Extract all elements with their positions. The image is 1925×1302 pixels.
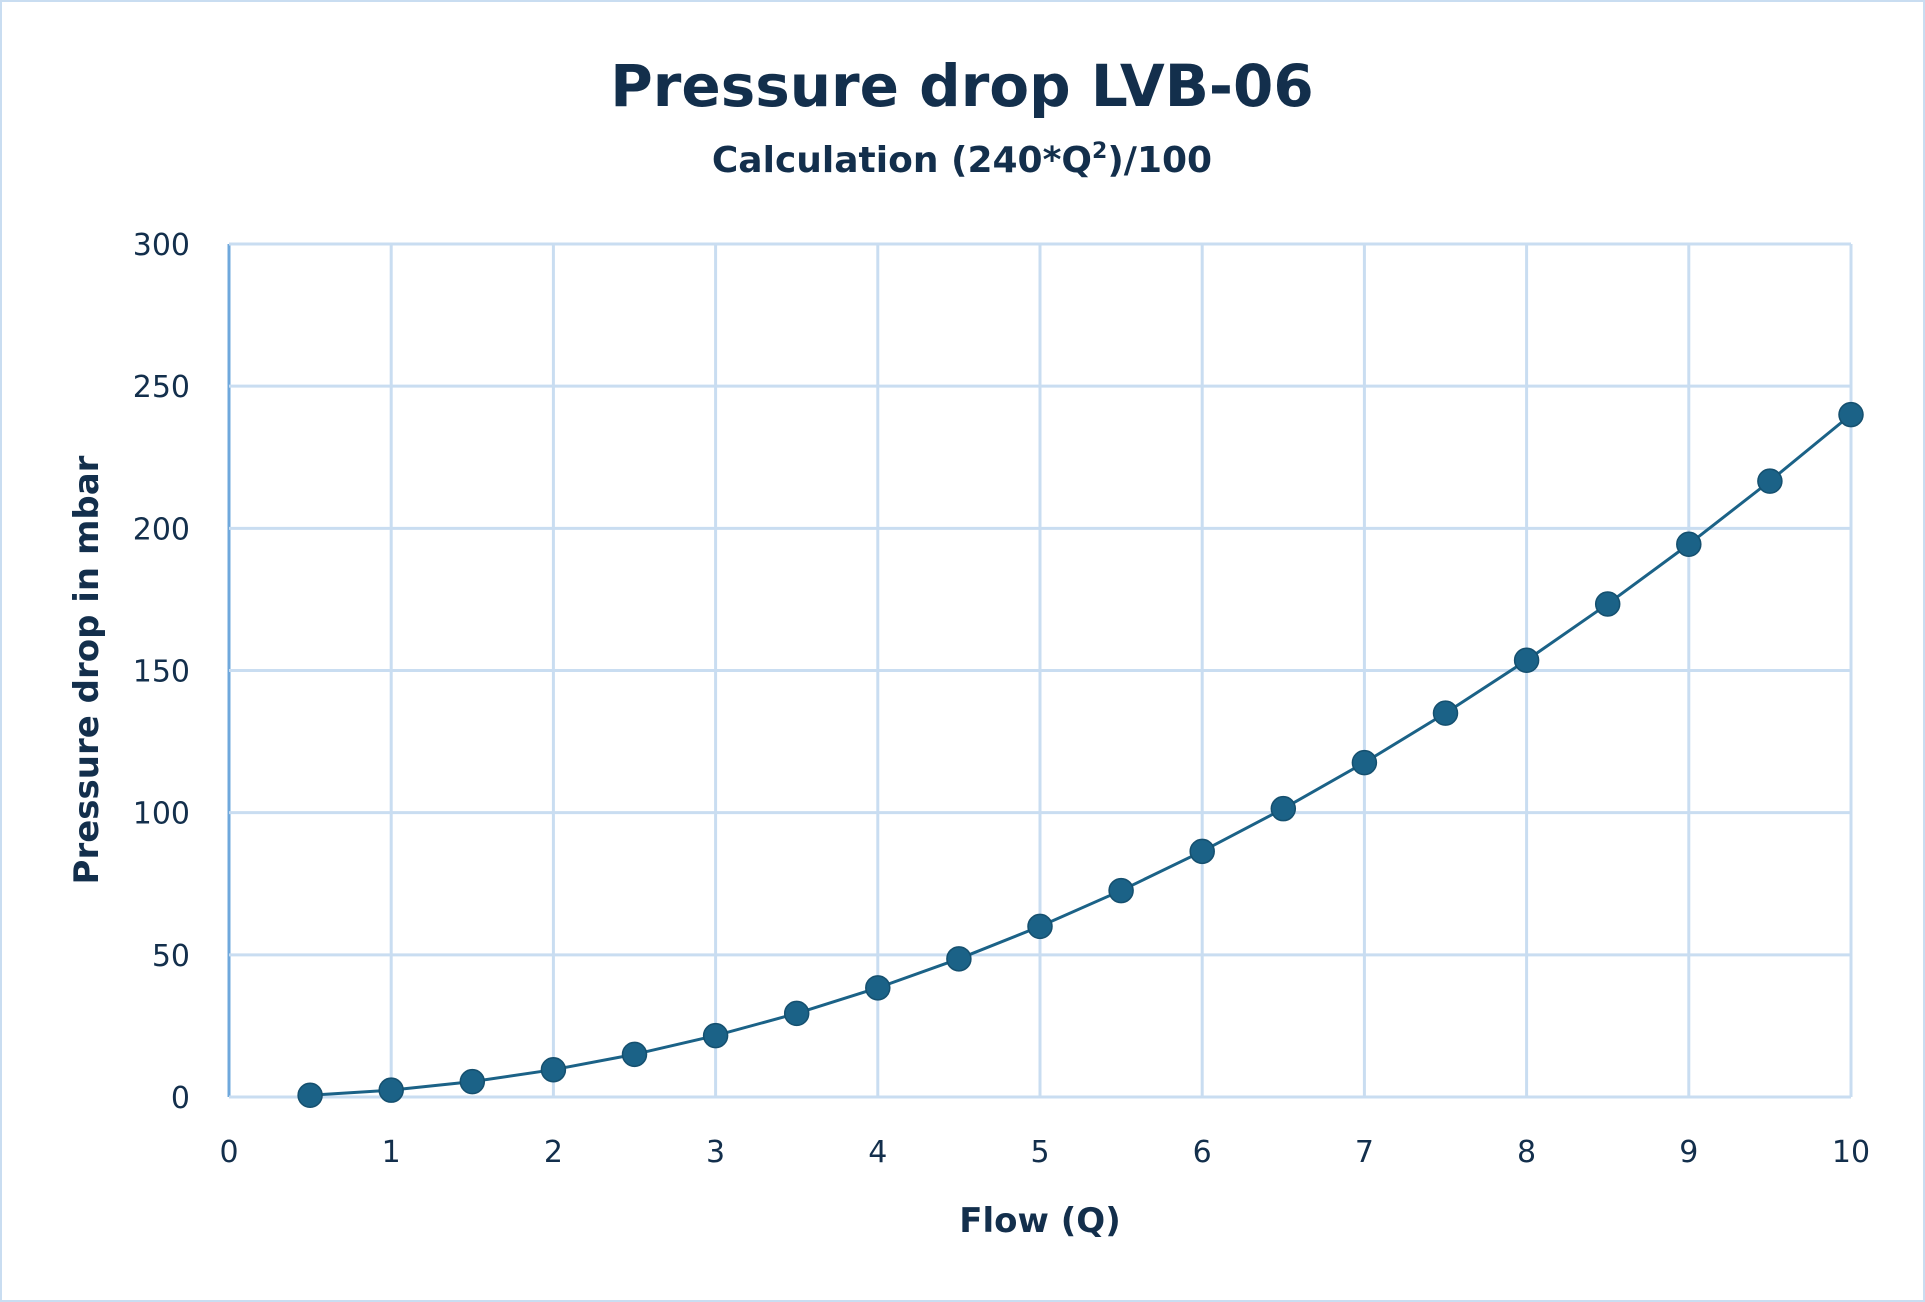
x-tick-label: 4 xyxy=(868,1135,887,1170)
data-point xyxy=(621,1041,648,1068)
x-tick-label: 6 xyxy=(1193,1135,1212,1170)
x-tick-label: 3 xyxy=(706,1135,725,1170)
chart-subtitle: Calculation (240*Q2)/100 xyxy=(712,139,1212,181)
x-tick-label: 2 xyxy=(544,1135,563,1170)
data-point xyxy=(1108,877,1134,904)
data-point xyxy=(1432,700,1459,726)
data-point xyxy=(1351,749,1378,776)
data-point xyxy=(1027,913,1053,940)
data-point xyxy=(865,975,891,1001)
data-point xyxy=(540,1056,567,1083)
x-axis-label: Flow (Q) xyxy=(959,1201,1120,1241)
data-point xyxy=(783,1000,810,1027)
data-point xyxy=(1757,468,1783,494)
data-point xyxy=(702,1022,729,1049)
y-axis-label: Pressure drop in mbar xyxy=(67,455,107,884)
data-point xyxy=(946,946,972,972)
data-point xyxy=(297,1082,323,1109)
y-tick-label: 300 xyxy=(133,228,190,263)
y-tick-label: 50 xyxy=(152,939,190,974)
subtitle-prefix: Calculation (240*Q xyxy=(712,140,1092,181)
x-tick-label: 7 xyxy=(1355,1135,1374,1170)
data-point xyxy=(378,1077,404,1103)
data-point xyxy=(459,1068,486,1095)
data-point xyxy=(1594,591,1621,617)
series-line xyxy=(310,413,1852,1097)
x-tick-label: 0 xyxy=(219,1135,238,1170)
y-tick-label: 200 xyxy=(133,512,190,547)
subtitle-suffix: )/100 xyxy=(1107,140,1212,181)
x-tick-label: 9 xyxy=(1679,1135,1698,1170)
data-point xyxy=(1270,795,1297,822)
data-point xyxy=(1838,401,1864,428)
y-tick-label: 100 xyxy=(133,797,190,832)
x-tick-label: 5 xyxy=(1030,1135,1049,1170)
subtitle-superscript: 2 xyxy=(1092,139,1107,164)
x-tick-label: 8 xyxy=(1517,1135,1536,1170)
data-point xyxy=(1513,647,1540,674)
x-tick-label: 10 xyxy=(1832,1135,1870,1170)
y-tick-label: 150 xyxy=(133,655,190,690)
x-tick-label: 1 xyxy=(382,1135,401,1170)
chart-title: Pressure drop LVB-06 xyxy=(610,52,1313,120)
y-tick-label: 250 xyxy=(133,370,190,405)
data-point xyxy=(1676,531,1702,558)
y-tick-label: 0 xyxy=(171,1081,190,1116)
data-point xyxy=(1189,838,1215,865)
